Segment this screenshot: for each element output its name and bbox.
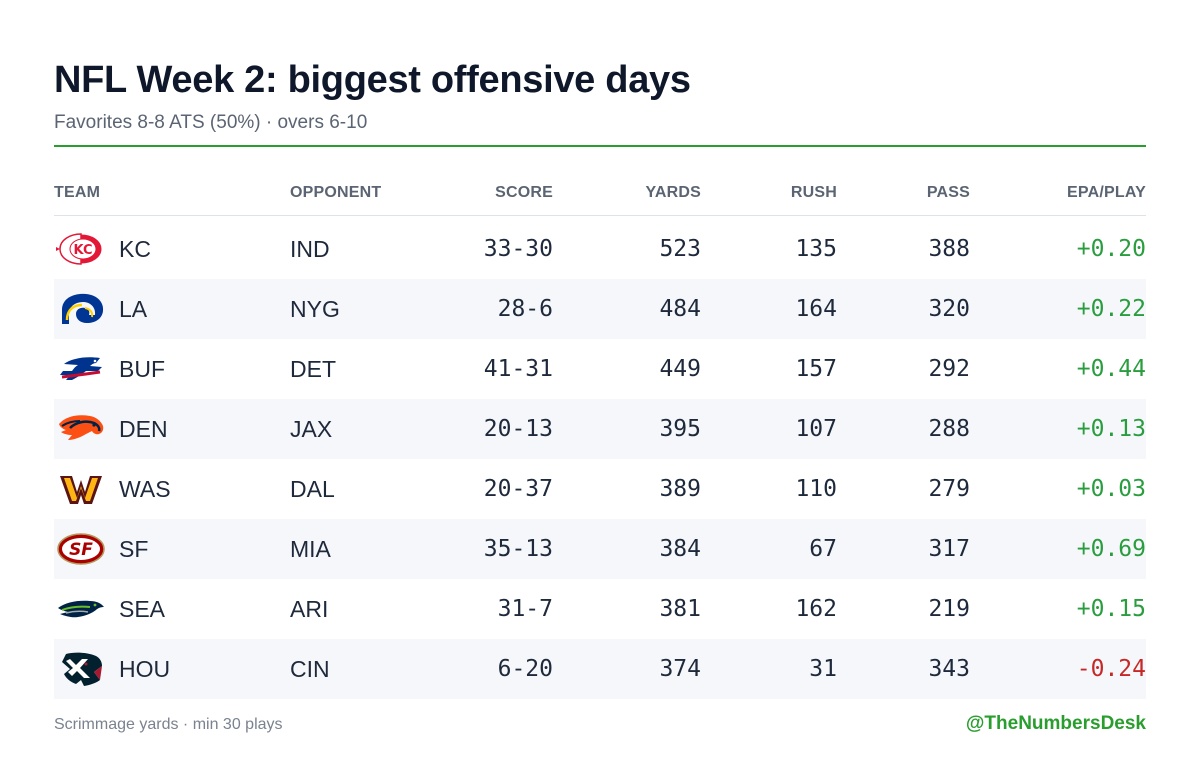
yards-cell: 374	[659, 656, 701, 682]
column-header-team: TEAM	[54, 184, 101, 201]
opponent-cell: ARI	[290, 596, 329, 622]
column-header-score: SCORE	[495, 184, 553, 201]
column-header-rush: RUSH	[790, 184, 837, 201]
rush-cell: 110	[795, 476, 837, 502]
rush-cell: 135	[795, 236, 837, 262]
page-subtitle: Favorites 8-8 ATS (50%) · overs 6-10	[54, 112, 368, 133]
opponent-cell: MIA	[290, 536, 331, 562]
table-row: SF SF MIA 35-13 384 67 317 +0.69	[54, 519, 1146, 579]
score-cell: 33-30	[483, 236, 553, 262]
pass-cell: 292	[928, 356, 970, 382]
opponent-cell: CIN	[290, 656, 330, 682]
score-cell: 20-37	[483, 476, 553, 502]
epa-cell: +0.15	[1076, 596, 1146, 622]
table-row: WAS DAL 20-37 389 110 279 +0.03	[54, 459, 1146, 519]
table-header: TEAM OPPONENT SCORE YARDS RUSH PASS EPA/…	[54, 172, 1146, 216]
pass-cell: 288	[928, 416, 970, 442]
yards-cell: 381	[659, 596, 701, 622]
team-cell: SF	[119, 536, 149, 562]
opponent-cell: DET	[290, 356, 336, 382]
column-header-pass: PASS	[926, 184, 970, 201]
epa-cell: +0.22	[1076, 296, 1146, 322]
rush-cell: 157	[795, 356, 837, 382]
commanders-logo	[56, 470, 106, 508]
column-header-opponent: OPPONENT	[290, 184, 382, 201]
chiefs-logo: KC	[56, 230, 106, 268]
rush-cell: 67	[809, 536, 837, 562]
table-row: HOU CIN 6-20 374 31 343 -0.24	[54, 639, 1146, 699]
rush-cell: 107	[795, 416, 837, 442]
yards-cell: 389	[659, 476, 701, 502]
epa-cell: +0.13	[1076, 416, 1146, 442]
table-row: SEA ARI 31-7 381 162 219 +0.15	[54, 579, 1146, 639]
svg-text:SF: SF	[69, 540, 93, 560]
svg-text:KC: KC	[73, 243, 92, 258]
pass-cell: 279	[928, 476, 970, 502]
team-cell: KC	[119, 236, 151, 262]
rush-cell: 31	[809, 656, 837, 682]
epa-cell: +0.03	[1076, 476, 1146, 502]
title-divider	[54, 145, 1146, 147]
yards-cell: 395	[659, 416, 701, 442]
pass-cell: 219	[928, 596, 970, 622]
49ers-logo: SF	[56, 530, 106, 568]
table-row: DEN JAX 20-13 395 107 288 +0.13	[54, 399, 1146, 459]
yards-cell: 384	[659, 536, 701, 562]
table-row: KC KC IND 33-30 523 135 388 +0.20	[54, 219, 1146, 279]
team-cell: HOU	[119, 656, 171, 682]
table-body: KC KC IND 33-30 523 135 388 +0.20 LA NYG…	[54, 219, 1146, 699]
page-title: NFL Week 2: biggest offensive days	[54, 59, 691, 101]
score-cell: 31-7	[497, 596, 553, 622]
team-cell: DEN	[119, 416, 168, 442]
team-cell: WAS	[119, 476, 171, 502]
table-row: BUF DET 41-31 449 157 292 +0.44	[54, 339, 1146, 399]
score-cell: 35-13	[483, 536, 553, 562]
pass-cell: 317	[928, 536, 970, 562]
broncos-logo	[56, 410, 106, 448]
opponent-cell: IND	[290, 236, 330, 262]
team-cell: LA	[119, 296, 148, 322]
score-cell: 41-31	[483, 356, 553, 382]
rams-logo	[56, 290, 106, 328]
seahawks-logo	[56, 590, 106, 628]
epa-cell: +0.44	[1076, 356, 1146, 382]
score-cell: 6-20	[497, 656, 553, 682]
epa-cell: +0.20	[1076, 236, 1146, 262]
texans-logo	[56, 650, 106, 688]
yards-cell: 449	[659, 356, 701, 382]
opponent-cell: NYG	[290, 296, 340, 322]
footer-note: Scrimmage yards · min 30 plays	[54, 716, 283, 733]
yards-cell: 523	[659, 236, 701, 262]
column-header-yards: YARDS	[645, 184, 701, 201]
score-cell: 20-13	[483, 416, 553, 442]
opponent-cell: JAX	[290, 416, 333, 442]
rush-cell: 162	[795, 596, 837, 622]
column-header-epa: EPA/PLAY	[1067, 184, 1146, 201]
epa-cell: +0.69	[1076, 536, 1146, 562]
pass-cell: 320	[928, 296, 970, 322]
team-cell: BUF	[119, 356, 165, 382]
score-cell: 28-6	[497, 296, 553, 322]
footer-handle: @TheNumbersDesk	[965, 713, 1146, 734]
yards-cell: 484	[659, 296, 701, 322]
rush-cell: 164	[795, 296, 837, 322]
epa-cell: -0.24	[1076, 656, 1146, 682]
pass-cell: 343	[928, 656, 970, 682]
pass-cell: 388	[928, 236, 970, 262]
team-cell: SEA	[119, 596, 166, 622]
opponent-cell: DAL	[290, 476, 335, 502]
bills-logo	[56, 350, 106, 388]
table-row: LA NYG 28-6 484 164 320 +0.22	[54, 279, 1146, 339]
